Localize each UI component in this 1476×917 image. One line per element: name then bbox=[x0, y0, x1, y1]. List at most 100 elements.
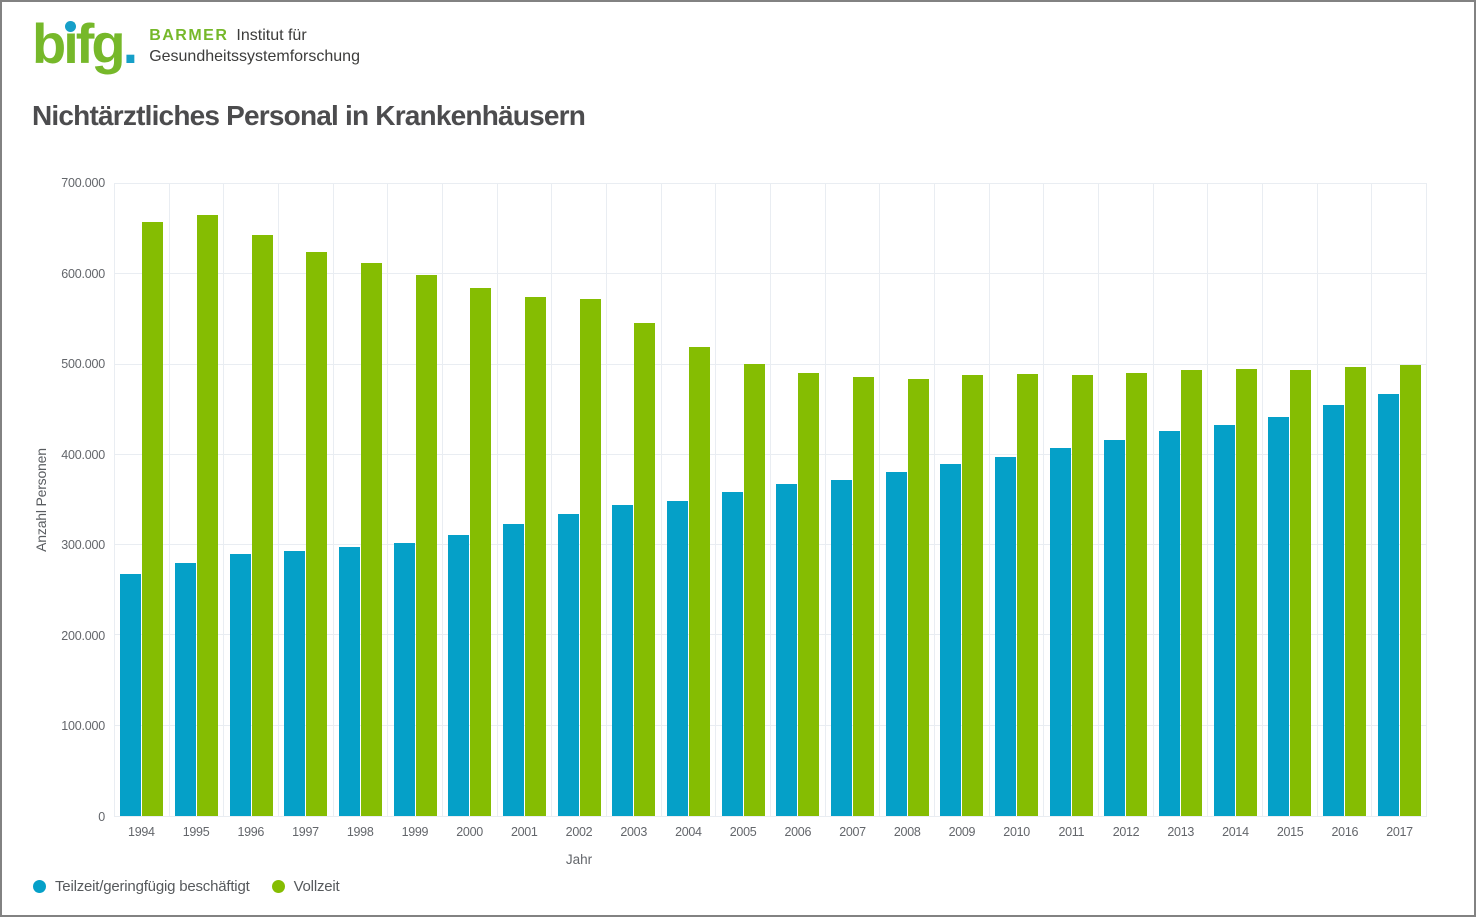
x-axis-ticks: 1994 1995 1996 1997 1998 1999 2000 2001 2002 2003… bbox=[114, 825, 1427, 839]
y-tick-label: 0 bbox=[98, 810, 105, 824]
legend-dot-vollzeit-icon bbox=[271, 880, 285, 893]
bar-group-2003 bbox=[607, 184, 662, 816]
bar-vollzeit-2017[interactable] bbox=[1399, 364, 1421, 816]
x-tick-label-1999: 1999 bbox=[401, 825, 429, 839]
legend-item-teilzeit[interactable]: Teilzeit/geringfügig beschäftigt bbox=[33, 878, 250, 895]
x-tick-label-2002: 2002 bbox=[565, 825, 593, 839]
bar-groups bbox=[115, 184, 1426, 816]
bar-vollzeit-1999[interactable] bbox=[415, 275, 437, 816]
bar-group-2006 bbox=[771, 184, 826, 816]
bar-teilzeit-2004[interactable] bbox=[667, 500, 689, 816]
bar-vollzeit-2004[interactable] bbox=[689, 347, 711, 816]
bar-teilzeit-2010[interactable] bbox=[995, 456, 1017, 816]
bar-teilzeit-2011[interactable] bbox=[1049, 447, 1071, 816]
bar-vollzeit-2005[interactable] bbox=[743, 363, 765, 816]
bar-vollzeit-2010[interactable] bbox=[1017, 373, 1039, 816]
bar-vollzeit-1998[interactable] bbox=[361, 263, 383, 816]
bar-vollzeit-2002[interactable] bbox=[579, 298, 601, 816]
bar-group-2013 bbox=[1154, 184, 1209, 816]
x-tick-label-2001: 2001 bbox=[510, 825, 538, 839]
bar-teilzeit-2006[interactable] bbox=[776, 483, 798, 816]
bar-teilzeit-1999[interactable] bbox=[393, 543, 415, 816]
bar-group-1997 bbox=[279, 184, 334, 816]
bar-teilzeit-2013[interactable] bbox=[1159, 431, 1181, 816]
bar-teilzeit-1997[interactable] bbox=[284, 551, 306, 816]
bifg-text: bifg bbox=[32, 12, 126, 75]
institute-name: BARMER Institut für Gesundheitssystemfors… bbox=[149, 25, 360, 67]
legend: Teilzeit/geringfügig beschäftigt Vollzeit bbox=[33, 878, 340, 895]
x-tick-label-2007: 2007 bbox=[839, 825, 866, 839]
y-tick-label: 200.000 bbox=[61, 628, 105, 643]
x-tick-label-1994: 1994 bbox=[128, 825, 155, 839]
bar-teilzeit-2005[interactable] bbox=[721, 491, 743, 816]
y-tick-label: 500.000 bbox=[61, 357, 105, 372]
bar-teilzeit-1995[interactable] bbox=[175, 563, 196, 816]
bar-teilzeit-2017[interactable] bbox=[1377, 394, 1399, 816]
bar-vollzeit-1994[interactable] bbox=[142, 221, 164, 816]
bar-vollzeit-2007[interactable] bbox=[853, 377, 875, 816]
bar-vollzeit-2000[interactable] bbox=[470, 287, 492, 816]
bar-vollzeit-2003[interactable] bbox=[634, 323, 656, 816]
bar-vollzeit-2015[interactable] bbox=[1290, 370, 1312, 816]
bar-vollzeit-2006[interactable] bbox=[798, 372, 820, 816]
x-tick-label-2005: 2005 bbox=[729, 825, 757, 839]
bar-teilzeit-1998[interactable] bbox=[339, 546, 361, 816]
x-tick-label-2013: 2013 bbox=[1167, 825, 1195, 839]
bar-group-2000 bbox=[443, 184, 498, 816]
bar-teilzeit-2015[interactable] bbox=[1268, 416, 1290, 816]
x-tick-label-2006: 2006 bbox=[784, 825, 812, 839]
bar-teilzeit-2002[interactable] bbox=[557, 513, 579, 816]
bar-teilzeit-2007[interactable] bbox=[831, 480, 853, 816]
bar-vollzeit-2014[interactable] bbox=[1235, 369, 1257, 816]
legend-item-vollzeit[interactable]: Vollzeit bbox=[271, 878, 340, 895]
y-tick-label: 400.000 bbox=[61, 447, 105, 462]
bar-group-2016 bbox=[1318, 184, 1373, 816]
x-tick-label-2010: 2010 bbox=[1003, 825, 1030, 839]
bar-teilzeit-2009[interactable] bbox=[940, 463, 962, 816]
bar-group-1996 bbox=[224, 184, 280, 816]
x-tick-label-2011: 2011 bbox=[1058, 825, 1085, 839]
bar-teilzeit-2003[interactable] bbox=[612, 505, 634, 816]
bar-vollzeit-1997[interactable] bbox=[306, 251, 328, 816]
page-title: Nichtärztliches Personal in Krankenhäuse… bbox=[32, 100, 586, 131]
y-axis-ticks: 0 100.000 200.000 300.000 400.000 500.000 600.… bbox=[2, 176, 105, 824]
x-tick-label-2009: 2009 bbox=[948, 825, 976, 839]
bar-teilzeit-2016[interactable] bbox=[1323, 405, 1345, 816]
bar-group-2002 bbox=[552, 184, 608, 816]
bar-vollzeit-2001[interactable] bbox=[525, 296, 547, 816]
x-tick-label-2003: 2003 bbox=[620, 825, 647, 839]
legend-label-teilzeit: Teilzeit/geringfügig beschäftigt bbox=[55, 878, 250, 895]
bar-teilzeit-2000[interactable] bbox=[448, 535, 470, 816]
bar-group-2004 bbox=[662, 184, 717, 816]
bar-teilzeit-1994[interactable] bbox=[120, 574, 142, 816]
bifg-wordmark: bifg. bbox=[32, 12, 138, 75]
bar-group-2001 bbox=[498, 184, 553, 816]
bar-teilzeit-2008[interactable] bbox=[885, 472, 907, 816]
bar-vollzeit-2016[interactable] bbox=[1345, 367, 1367, 816]
bar-vollzeit-1996[interactable] bbox=[251, 234, 273, 816]
bar-group-2007 bbox=[826, 184, 881, 816]
y-tick-label: 600.000 bbox=[61, 266, 105, 281]
bar-group-2014 bbox=[1208, 184, 1264, 816]
bar-teilzeit-2014[interactable] bbox=[1213, 425, 1235, 816]
bar-group-2010 bbox=[990, 184, 1045, 816]
bar-teilzeit-2001[interactable] bbox=[503, 524, 525, 816]
y-tick-label: 100.000 bbox=[61, 719, 105, 734]
bar-vollzeit-2008[interactable] bbox=[907, 379, 929, 816]
x-tick-label-2012: 2012 bbox=[1112, 825, 1140, 839]
bar-vollzeit-1995[interactable] bbox=[197, 214, 218, 816]
bifg-i-dot-icon bbox=[65, 21, 76, 32]
x-tick-label-2015: 2015 bbox=[1276, 825, 1304, 839]
bar-vollzeit-2011[interactable] bbox=[1071, 375, 1093, 816]
bar-group-2011 bbox=[1044, 184, 1100, 816]
bar-vollzeit-2009[interactable] bbox=[962, 375, 984, 816]
bar-group-1998 bbox=[334, 184, 389, 816]
y-tick-label: 300.000 bbox=[61, 538, 105, 553]
bar-group-1994 bbox=[115, 184, 170, 816]
bar-teilzeit-1996[interactable] bbox=[229, 554, 251, 816]
bar-teilzeit-2012[interactable] bbox=[1104, 440, 1126, 816]
bar-group-2009 bbox=[935, 184, 990, 816]
x-tick-label-1998: 1998 bbox=[346, 825, 374, 839]
bar-vollzeit-2013[interactable] bbox=[1181, 370, 1203, 816]
bar-vollzeit-2012[interactable] bbox=[1126, 372, 1148, 816]
